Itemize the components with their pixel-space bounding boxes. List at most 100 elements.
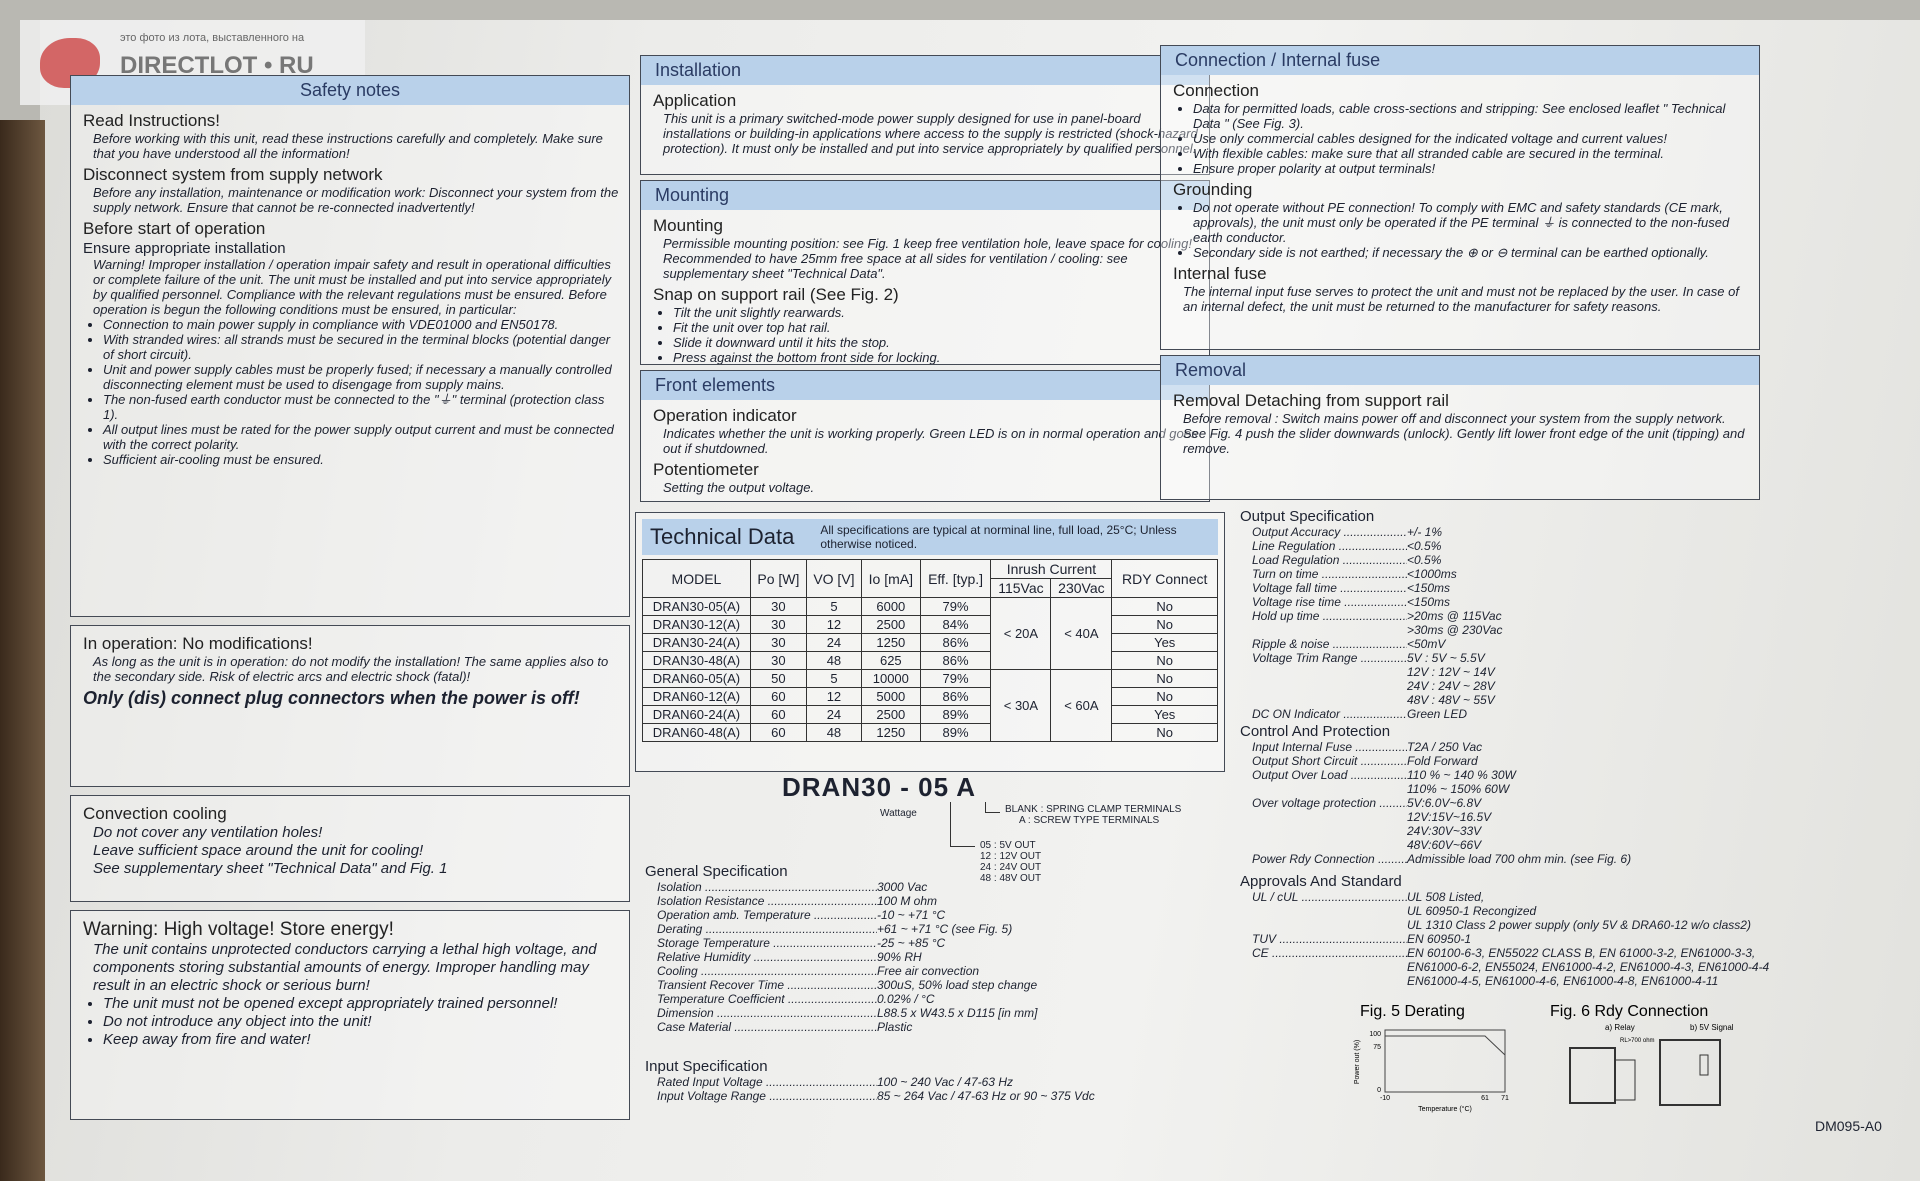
spec-row: DC ON IndicatorGreen LED (1240, 707, 1820, 721)
table-row: DRAN60-48(A) 60 48 1250 89% No (642, 723, 1218, 742)
spec-key: Load Regulation (1252, 553, 1407, 567)
bullet: Data for permitted loads, cable cross-se… (1193, 101, 1749, 131)
cell: 30 (749, 633, 807, 652)
spec-value: EN 60100-6-3, EN55022 CLASS B, EN 61000-… (1407, 946, 1820, 988)
column-header: Io [mA] (860, 559, 921, 598)
spec-value: +/- 1% (1407, 525, 1443, 539)
panel-title: Installation (641, 56, 1209, 85)
spec-title: Approvals And Standard (1240, 873, 1402, 890)
spec-row: Input Internal FuseT2A / 250 Vac (1240, 740, 1820, 754)
cell: 60 (749, 705, 807, 724)
spec-value: 90% RH (877, 950, 922, 964)
spec-row: DimensionL88.5 x W43.5 x D115 [in mm] (645, 1006, 1235, 1020)
watermark-site: DIRECTLOT • RU (120, 52, 314, 79)
column-header: MODEL (642, 559, 751, 598)
spec-value: L88.5 x W43.5 x D115 [in mm] (877, 1006, 1038, 1020)
spec-value-line: 5V:6.0V~6.8V (1407, 796, 1482, 810)
heading: Warning: High voltage! Store energy! (83, 919, 394, 940)
spec-value: Free air convection (877, 964, 980, 978)
technical-data-header: Technical Data All specifications are typ… (642, 519, 1218, 555)
heading: Snap on support rail (See Fig. 2) (653, 285, 899, 304)
spec-row: Case MaterialPlastic (645, 1020, 1235, 1034)
table-row: DRAN60-24(A) 60 24 2500 89% Yes (642, 705, 1218, 724)
output-option: 05 : 5V OUT (980, 840, 1036, 851)
spec-key: Voltage rise time (1252, 595, 1407, 609)
cell: No (1111, 669, 1218, 688)
document-code: DM095-A0 (1815, 1118, 1882, 1134)
spec-value: -10 ~ +71 °C (877, 908, 946, 922)
table-edge (0, 120, 45, 1181)
panel: Safety notes Read Instructions! Before wor… (70, 75, 630, 617)
spec-row: TUVEN 60950-1 (1240, 932, 1820, 946)
figure-label: b) 5V Signal (1690, 1023, 1734, 1032)
panel: Warning: High voltage! Store energy! The … (70, 910, 630, 1120)
bullet: Keep away from fire and water! (103, 1031, 619, 1049)
spec-value-line: 110% ~ 150% 60W (1407, 782, 1510, 796)
spec-value: T2A / 250 Vac (1407, 740, 1483, 754)
bullet: The unit must not be opened except appro… (103, 995, 619, 1013)
spec-row: Power Rdy ConnectionAdmissible load 700 … (1240, 852, 1820, 866)
cell: 10000 (860, 669, 921, 688)
spec-value: -25 ~ +85 °C (877, 936, 946, 950)
cell: DRAN60-24(A) (642, 705, 751, 724)
cell: No (1111, 687, 1218, 706)
inrush-cell: < 60A (1050, 669, 1113, 742)
spec-value-line: >20ms @ 115Vac (1407, 609, 1502, 623)
spec-value: >20ms @ 115Vac >30ms @ 230Vac (1407, 609, 1820, 637)
spec-row: Transient Recover Time300uS, 50% load st… (645, 978, 1235, 992)
cell: No (1111, 651, 1218, 670)
text: Setting the output voltage. (663, 480, 815, 495)
spec-key: Cooling (657, 964, 877, 978)
spec-value: <0.5% (1407, 553, 1442, 567)
technical-data-note: All specifications are typical at normin… (820, 523, 1177, 551)
technical-data: Technical Data All specifications are typ… (635, 512, 1225, 772)
cell: 50 (749, 669, 807, 688)
spec-row: Turn on time<1000ms (1240, 567, 1820, 581)
bullet: Ensure proper polarity at output termina… (1193, 161, 1749, 176)
spec-key: Output Short Circuit (1252, 754, 1407, 768)
cell: 60 (749, 723, 807, 742)
text: Before removal : Switch mains power off … (1183, 411, 1745, 456)
cell: 30 (749, 615, 807, 634)
figure-label: a) Relay (1605, 1023, 1635, 1032)
spec-key: Storage Temperature (657, 936, 877, 950)
table-row: DRAN60-05(A) 50 5 10000 79% < 30A < 60A No (642, 669, 1218, 742)
heading: Application (653, 91, 737, 110)
spec-value-line: 110 % ~ 140 % 30W (1407, 768, 1516, 782)
text: The unit contains unprotected conductors… (93, 941, 597, 994)
spec-row: Operation amb. Temperature-10 ~ +71 °C (645, 908, 1235, 922)
spec-title: Output Specification (1240, 508, 1375, 525)
spec-value: Admissible load 700 ohm min. (see Fig. 6… (1407, 852, 1632, 866)
bullet: Use only commercial cables designed for … (1193, 131, 1749, 146)
bullet: Unit and power supply cables must be pro… (103, 362, 619, 392)
cell: 24 (805, 633, 862, 652)
y-tick-label: 100 (1369, 1031, 1381, 1038)
spec-row: Line Regulation<0.5% (1240, 539, 1820, 553)
spec-value: 110 % ~ 140 % 30W 110% ~ 150% 60W (1407, 768, 1820, 796)
inrush-cell: < 20A (990, 597, 1052, 670)
panel: Mounting Mounting Permissible mounting pos… (640, 180, 1210, 365)
y-tick-label: 75 (1373, 1044, 1381, 1051)
spec-key: Over voltage protection (1252, 796, 1407, 852)
cell: No (1111, 615, 1218, 634)
cell: 625 (860, 651, 921, 670)
spec-value-line: EN61000-4-5, EN61000-4-6, EN61000-4-8, E… (1407, 974, 1719, 988)
relay-box (1569, 1047, 1616, 1104)
spec-row: Load Regulation<0.5% (1240, 553, 1820, 567)
spec-row: Voltage rise time<150ms (1240, 595, 1820, 609)
relay-wire (1615, 1059, 1636, 1101)
bullet: Secondary side is not earthed; if necess… (1193, 245, 1749, 260)
resistor (1699, 1054, 1709, 1076)
column-header: VO [V] (805, 559, 862, 598)
panel: In operation: No modifications! As long a… (70, 625, 630, 787)
bullet: Do not operate without PE connection! To… (1193, 200, 1749, 245)
cell: 86% (919, 687, 992, 706)
table-row: DRAN30-05(A) 30 5 6000 79% < 20A < 40A No (642, 597, 1218, 670)
spec-value: 85 ~ 264 Vac / 47-63 Hz or 90 ~ 375 Vdc (877, 1089, 1095, 1103)
cell: 84% (919, 615, 992, 634)
spec-key: Power Rdy Connection (1252, 852, 1407, 866)
spec-row: Derating+61 ~ +71 °C (see Fig. 5) (645, 922, 1235, 936)
spec-row: Relative Humidity90% RH (645, 950, 1235, 964)
figure-title: Fig. 6 Rdy Connection (1550, 1003, 1708, 1020)
